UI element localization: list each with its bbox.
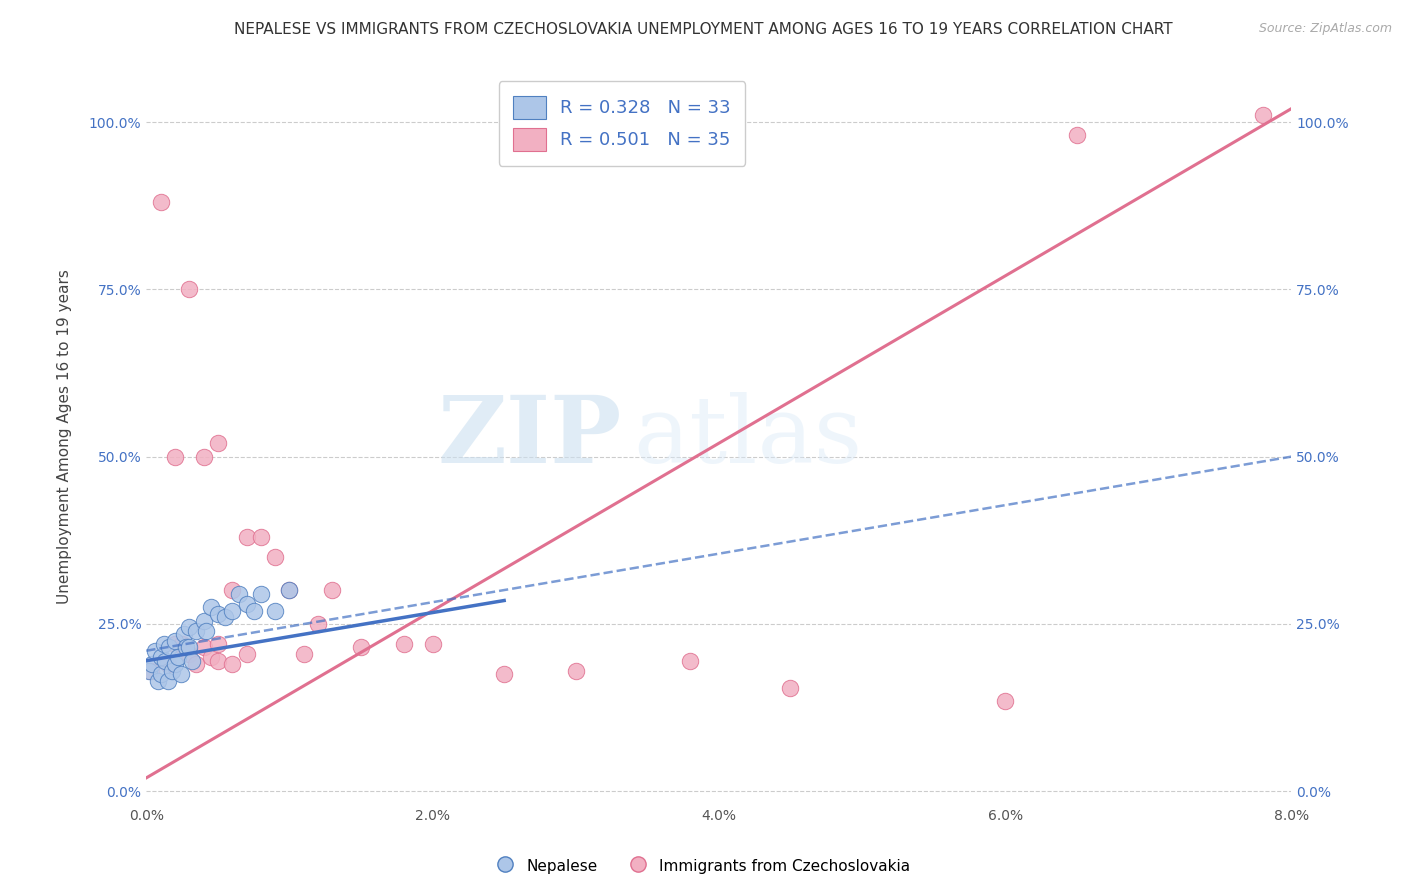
Point — [264, 603, 287, 617]
Point — [156, 657, 179, 671]
Point — [156, 673, 179, 688]
Point — [163, 450, 186, 464]
Point — [250, 587, 273, 601]
Point — [228, 587, 250, 601]
Point — [139, 664, 162, 678]
Point — [1066, 128, 1088, 143]
Point — [422, 637, 444, 651]
Point — [235, 647, 257, 661]
Point — [278, 583, 301, 598]
Point — [207, 654, 229, 668]
Point — [146, 673, 169, 688]
Point — [143, 643, 166, 657]
Y-axis label: Unemployment Among Ages 16 to 19 years: Unemployment Among Ages 16 to 19 years — [58, 269, 72, 604]
Point — [166, 650, 188, 665]
Point — [193, 640, 215, 655]
Point — [160, 664, 183, 678]
Point — [307, 616, 329, 631]
Point — [207, 637, 229, 651]
Point — [200, 650, 222, 665]
Point — [193, 450, 215, 464]
Point — [157, 640, 180, 655]
Point — [179, 640, 201, 655]
Point — [141, 657, 163, 671]
Point — [152, 637, 174, 651]
Point — [149, 195, 172, 210]
Point — [292, 647, 315, 661]
Point — [207, 607, 229, 621]
Point — [179, 282, 201, 296]
Point — [779, 681, 801, 695]
Point — [235, 597, 257, 611]
Point — [235, 530, 257, 544]
Point — [149, 650, 172, 665]
Point — [250, 530, 273, 544]
Point — [138, 664, 160, 678]
Text: NEPALESE VS IMMIGRANTS FROM CZECHOSLOVAKIA UNEMPLOYMENT AMONG AGES 16 TO 19 YEAR: NEPALESE VS IMMIGRANTS FROM CZECHOSLOVAK… — [233, 22, 1173, 37]
Point — [207, 436, 229, 450]
Text: Source: ZipAtlas.com: Source: ZipAtlas.com — [1258, 22, 1392, 36]
Text: atlas: atlas — [633, 392, 862, 482]
Point — [186, 657, 208, 671]
Point — [392, 637, 415, 651]
Legend: Nepalese, Immigrants from Czechoslovakia: Nepalese, Immigrants from Czechoslovakia — [489, 852, 917, 880]
Point — [181, 654, 204, 668]
Point — [221, 657, 243, 671]
Point — [179, 620, 201, 634]
Legend: R = 0.328   N = 33, R = 0.501   N = 35: R = 0.328 N = 33, R = 0.501 N = 35 — [499, 81, 745, 166]
Point — [195, 624, 218, 638]
Point — [242, 603, 264, 617]
Point — [193, 614, 215, 628]
Point — [264, 549, 287, 564]
Point — [186, 624, 208, 638]
Point — [350, 640, 373, 655]
Point — [679, 654, 702, 668]
Point — [170, 667, 193, 681]
Point — [321, 583, 343, 598]
Point — [163, 633, 186, 648]
Text: ZIP: ZIP — [437, 392, 621, 482]
Point — [278, 583, 301, 598]
Point — [153, 654, 176, 668]
Point — [200, 600, 222, 615]
Point — [176, 640, 198, 655]
Point — [221, 603, 243, 617]
Point — [214, 610, 236, 624]
Point — [163, 657, 186, 671]
Point — [163, 637, 186, 651]
Point — [172, 637, 194, 651]
Point — [494, 667, 516, 681]
Point — [221, 583, 243, 598]
Point — [149, 667, 172, 681]
Point — [564, 664, 586, 678]
Point — [994, 694, 1017, 708]
Point — [1251, 108, 1274, 122]
Point — [173, 627, 195, 641]
Point — [179, 647, 201, 661]
